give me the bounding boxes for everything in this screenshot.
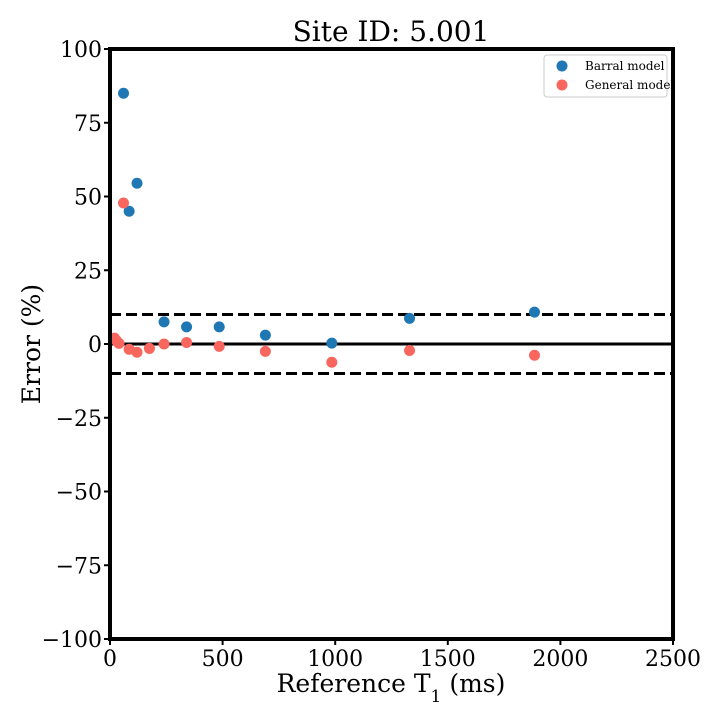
barral-model-point — [213, 321, 225, 333]
general-model-point — [143, 342, 155, 354]
legend-marker-general — [556, 79, 568, 91]
general-model-point — [529, 349, 541, 361]
y-axis-ticks: −100 −75 −50 −25 0 25 50 75 100 — [42, 38, 110, 653]
general-model-point — [118, 197, 130, 209]
barral-model-point — [131, 177, 143, 189]
barral-model-point — [123, 205, 135, 217]
general-model-point — [404, 344, 416, 356]
barral-model-point — [118, 87, 130, 99]
y-tick-label: −50 — [56, 481, 102, 506]
legend-marker-barral — [556, 60, 568, 72]
general-model-point — [213, 340, 225, 352]
y-axis-title: Error (%) — [17, 284, 46, 404]
general-model-point — [326, 356, 338, 368]
general-model-point — [113, 337, 125, 349]
reference-lines — [110, 313, 673, 375]
chart-title: Site ID: 5.001 — [293, 15, 490, 48]
legend-box — [543, 54, 668, 98]
y-tick-label: 100 — [60, 38, 102, 63]
legend-label-general: General model — [585, 78, 674, 92]
data-points — [109, 87, 541, 368]
y-tick-label: 50 — [74, 186, 102, 211]
general-model-point — [181, 337, 193, 349]
y-tick-label: 25 — [74, 259, 102, 284]
y-tick-label: 0 — [88, 333, 102, 358]
y-tick-label: 75 — [74, 112, 102, 137]
x-tick-label: 0 — [103, 647, 117, 672]
barral-model-point — [326, 337, 338, 349]
general-model-point — [158, 338, 170, 350]
barral-model-point — [404, 312, 416, 324]
barral-model-point — [158, 316, 170, 328]
x-tick-label: 2000 — [532, 647, 588, 672]
barral-model-point — [181, 321, 193, 333]
y-tick-label: −25 — [56, 407, 102, 432]
barral-model-point — [529, 306, 541, 318]
legend-label-barral: Barral model — [585, 59, 665, 73]
x-axis-ticks: 0 500 1000 1500 2000 2500 — [103, 639, 701, 672]
x-axis-title: Reference T1 (ms) — [277, 669, 506, 707]
y-tick-label: −100 — [42, 628, 102, 653]
y-tick-label: −75 — [56, 554, 102, 579]
legend: Barral model General model — [543, 54, 674, 98]
x-tick-label: 1500 — [420, 647, 476, 672]
x-tick-label: 2500 — [645, 647, 701, 672]
barral-model-point — [259, 329, 271, 341]
general-model-point — [259, 345, 271, 357]
plot-frame — [108, 47, 675, 641]
x-tick-label: 500 — [202, 647, 244, 672]
general-model-point — [131, 346, 143, 358]
x-tick-label: 1000 — [307, 647, 363, 672]
